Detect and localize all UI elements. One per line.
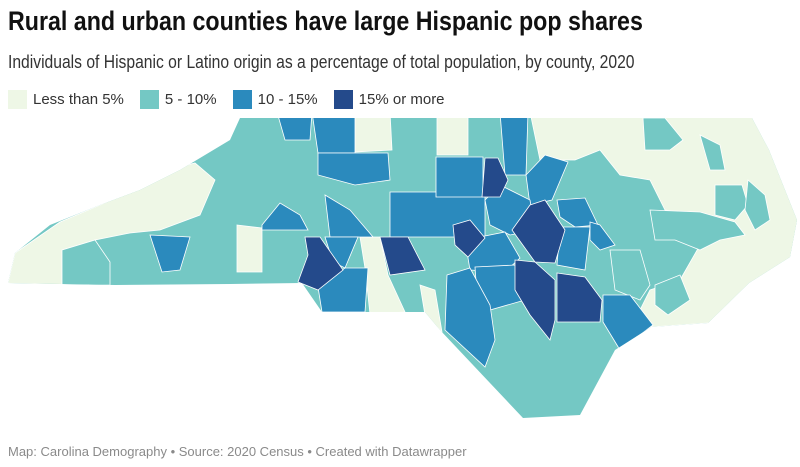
legend: Less than 5% 5 - 10% 10 - 15% 15% or mor… <box>8 90 461 109</box>
county-15plus[interactable] <box>481 157 509 198</box>
county-5-10[interactable] <box>654 274 691 316</box>
legend-item-5-10: 5 - 10% <box>139 90 217 109</box>
legend-label: 15% or more <box>358 91 445 108</box>
county-5-10[interactable] <box>642 118 684 151</box>
legend-swatch <box>139 90 159 109</box>
county-10-15[interactable] <box>261 202 309 231</box>
county-15plus[interactable] <box>511 199 566 264</box>
chart-title: Rural and urban counties have large Hisp… <box>8 6 643 36</box>
legend-swatch <box>232 90 252 109</box>
footer-credits: Map: Carolina Demography • Source: 2020 … <box>8 444 467 459</box>
county-5-10[interactable] <box>714 184 749 221</box>
county-5-10[interactable] <box>61 239 111 286</box>
county-lt5[interactable] <box>436 112 469 156</box>
county-5-10[interactable] <box>649 209 746 251</box>
county-15plus[interactable] <box>556 272 603 323</box>
county-5-10[interactable] <box>609 249 651 301</box>
choropleth-map <box>8 112 797 418</box>
county-10-15[interactable] <box>276 112 313 141</box>
legend-swatch <box>333 90 353 109</box>
county-lt5[interactable] <box>236 224 263 273</box>
legend-swatch <box>8 90 27 109</box>
county-10-15[interactable] <box>556 197 599 228</box>
county-5-10[interactable] <box>699 134 726 171</box>
legend-item-15plus: 15% or more <box>333 90 445 109</box>
county-lt5[interactable] <box>354 112 393 153</box>
county-10-15[interactable] <box>149 234 191 273</box>
county-10-15[interactable] <box>311 112 356 154</box>
county-10-15[interactable] <box>589 221 616 251</box>
county-lt5[interactable] <box>419 284 443 334</box>
county-10-15[interactable] <box>435 156 484 198</box>
chart-subtitle: Individuals of Hispanic or Latino origin… <box>8 52 635 72</box>
county-15plus[interactable] <box>514 259 556 341</box>
county-15plus[interactable] <box>379 236 426 276</box>
legend-item-lt5: Less than 5% <box>8 90 124 109</box>
county-15plus[interactable] <box>452 219 486 258</box>
county-10-15[interactable] <box>324 194 374 238</box>
county-10-15[interactable] <box>444 267 496 368</box>
legend-label: Less than 5% <box>33 91 124 108</box>
county-5-10[interactable] <box>744 179 771 231</box>
legend-label: 5 - 10% <box>164 91 217 108</box>
county-15plus[interactable] <box>297 236 344 291</box>
county-10-15[interactable] <box>499 112 529 176</box>
legend-label: 10 - 15% <box>257 91 318 108</box>
county-layer <box>8 112 797 368</box>
county-10-15[interactable] <box>317 152 391 186</box>
legend-item-10-15: 10 - 15% <box>232 90 318 109</box>
